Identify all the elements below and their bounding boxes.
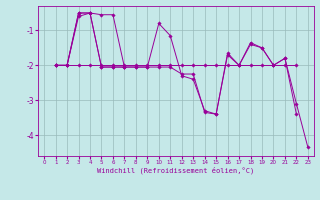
X-axis label: Windchill (Refroidissement éolien,°C): Windchill (Refroidissement éolien,°C) (97, 167, 255, 174)
